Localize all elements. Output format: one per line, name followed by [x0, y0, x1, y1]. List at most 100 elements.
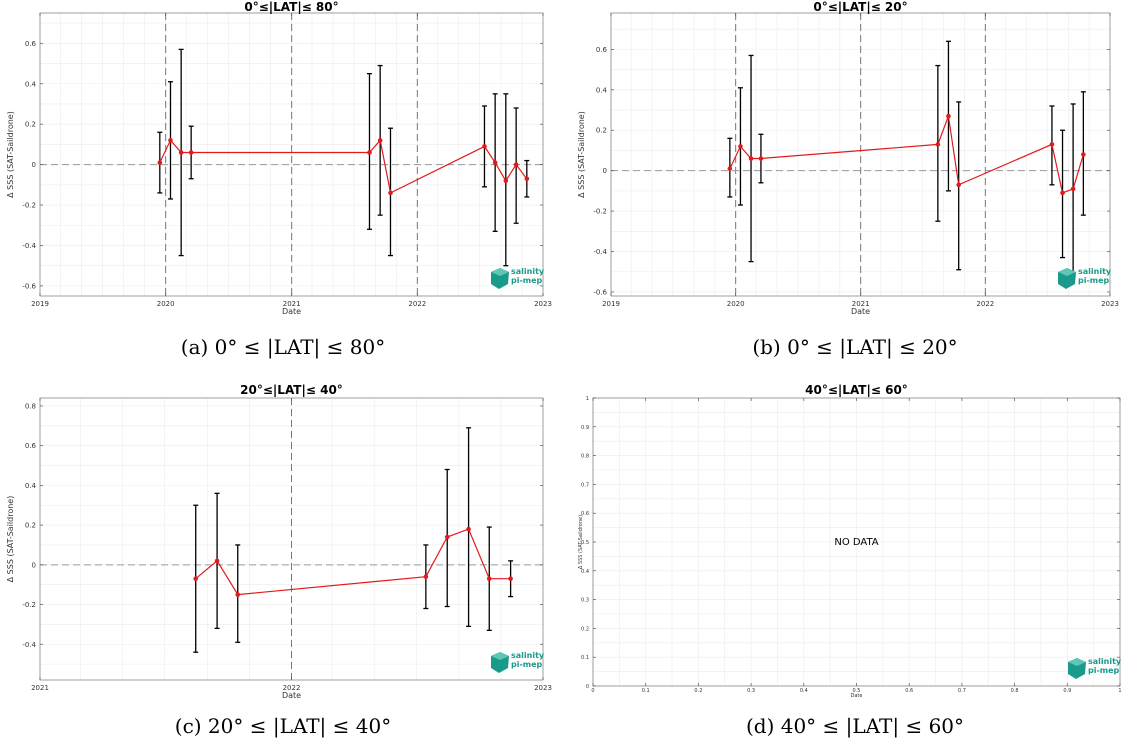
panel-b: -0.6 -0.4 -0.2 0 0.2 0.4 0.6 2019 2020 2021 2022 20… — [577, 0, 1119, 360]
data-point — [377, 138, 383, 143]
y-tick-label: 0.2 — [25, 522, 36, 530]
data-point — [492, 160, 498, 165]
logo-text-line2: pi-mep — [1078, 276, 1110, 285]
y-tick-label: -0.2 — [22, 202, 36, 210]
x-tick-label: 2019 — [31, 300, 49, 308]
x-tick-label: 1 — [1118, 688, 1121, 694]
y-tick-label: 0.6 — [25, 442, 37, 450]
data-point — [388, 190, 393, 196]
data-point — [508, 576, 513, 582]
markers — [193, 526, 513, 597]
data-point — [1081, 152, 1086, 157]
y-tick-label: 0.8 — [581, 454, 589, 460]
logo-text-line2: pi-mep — [511, 276, 543, 285]
data-point — [235, 592, 241, 597]
y-tick-label: 0 — [32, 561, 36, 569]
series-line — [195, 528, 511, 596]
data-point — [946, 113, 951, 119]
x-tick-label: 0.7 — [958, 688, 966, 694]
panel-c: -0.4 -0.2 0 0.2 0.4 0.6 0.8 2021 2022 2023 Date Δ S… — [6, 383, 552, 739]
x-tick-label: 0.8 — [1011, 688, 1019, 694]
data-point — [727, 166, 733, 171]
data-point — [738, 144, 743, 149]
data-point — [423, 574, 429, 580]
x-tick-label: 2023 — [534, 300, 552, 308]
y-tick-label: 0 — [603, 167, 607, 175]
x-axis-label: Date — [851, 693, 863, 699]
data-point — [157, 160, 163, 165]
y-tick-label: -0.4 — [22, 242, 36, 250]
data-point — [188, 150, 194, 155]
data-point — [524, 176, 530, 182]
markers — [727, 113, 1086, 196]
data-point — [482, 144, 487, 149]
data-point — [503, 178, 509, 184]
x-tick-label: 2021 — [31, 684, 49, 692]
panel-d: 0 0.1 0.2 0.3 0.4 0.5 0.6 0.7 0.8 0.9 1 0 0.1 0.2 0.3 0… — [578, 383, 1122, 739]
data-point — [1049, 142, 1055, 147]
y-axis-label: Δ SSS (SAT-Saildrone) — [577, 111, 586, 198]
data-point — [513, 162, 519, 167]
data-point — [168, 138, 173, 143]
data-point — [444, 534, 450, 540]
x-tick-label: 2023 — [1101, 300, 1119, 308]
x-tick-label: 0.4 — [800, 688, 808, 694]
logo-text-line2: pi-mep — [1088, 666, 1120, 675]
x-tick-label: 0.9 — [1063, 688, 1071, 694]
x-tick-label: 0.5 — [853, 688, 861, 694]
y-tick-label: 0 — [586, 684, 589, 690]
data-point — [367, 150, 372, 155]
x-tick-label: 2021 — [283, 300, 301, 308]
y-axis-label: Δ SSS (SAT-Saildrone) — [578, 515, 584, 569]
data-point — [466, 526, 471, 532]
data-point — [193, 576, 199, 582]
y-tick-label: 0.6 — [581, 511, 589, 517]
data-point — [748, 156, 754, 161]
x-tick-label: 2020 — [157, 300, 175, 308]
x-axis-label: Date — [282, 307, 301, 316]
panel-caption: (a) 0° ≤ |LAT| ≤ 80° — [181, 335, 385, 360]
chart-title: 0°≤|LAT|≤ 20° — [813, 0, 907, 14]
panel-caption: (d) 40° ≤ |LAT| ≤ 60° — [746, 714, 964, 739]
x-tick-label: 2022 — [976, 300, 994, 308]
grid — [592, 397, 1121, 687]
logo-cube-top — [491, 652, 509, 660]
data-point — [486, 576, 492, 582]
data-point — [1060, 190, 1065, 196]
y-tick-label: 0.6 — [25, 40, 37, 48]
data-point — [956, 182, 961, 188]
y-tick-label: 0.3 — [581, 598, 589, 604]
x-tick-label: 2020 — [727, 300, 745, 308]
x-tick-label: 0.6 — [905, 688, 913, 694]
y-tick-label: -0.4 — [22, 641, 36, 649]
no-data-label: NO DATA — [834, 537, 878, 548]
y-tick-label: 1 — [586, 396, 589, 402]
logo-cube-top — [491, 268, 509, 276]
y-tick-label: 0.4 — [581, 569, 589, 575]
y-tick-label: 0.4 — [25, 80, 37, 88]
y-tick-label: -0.4 — [593, 248, 607, 256]
data-point — [935, 142, 941, 147]
chart-title: 20°≤|LAT|≤ 40° — [240, 383, 343, 397]
logo-text-line2: pi-mep — [511, 660, 543, 669]
panel-caption: (b) 0° ≤ |LAT| ≤ 20° — [752, 335, 957, 360]
x-tick-label: 0.3 — [747, 688, 755, 694]
y-tick-label: -0.6 — [22, 282, 36, 290]
y-tick-label: -0.2 — [593, 208, 607, 216]
logo-cube-top — [1068, 658, 1086, 666]
y-tick-label: -0.6 — [593, 288, 607, 296]
data-point — [1070, 186, 1076, 192]
logo-text-line1: salinity — [511, 267, 545, 276]
panel-caption: (c) 20° ≤ |LAT| ≤ 40° — [175, 714, 391, 739]
y-tick-label: 0.5 — [581, 540, 589, 546]
panel-a: -0.6 -0.4 -0.2 0 0.2 0.4 0.6 2019 2020 2021 2022 20… — [6, 0, 552, 360]
x-tick-label: 2022 — [408, 300, 426, 308]
logo-text-line1: salinity — [511, 651, 545, 660]
y-tick-label: 0.1 — [581, 655, 589, 661]
y-tick-label: 0 — [32, 161, 36, 169]
x-tick-label: 0 — [591, 688, 594, 694]
x-tick-label: 0.1 — [642, 688, 650, 694]
